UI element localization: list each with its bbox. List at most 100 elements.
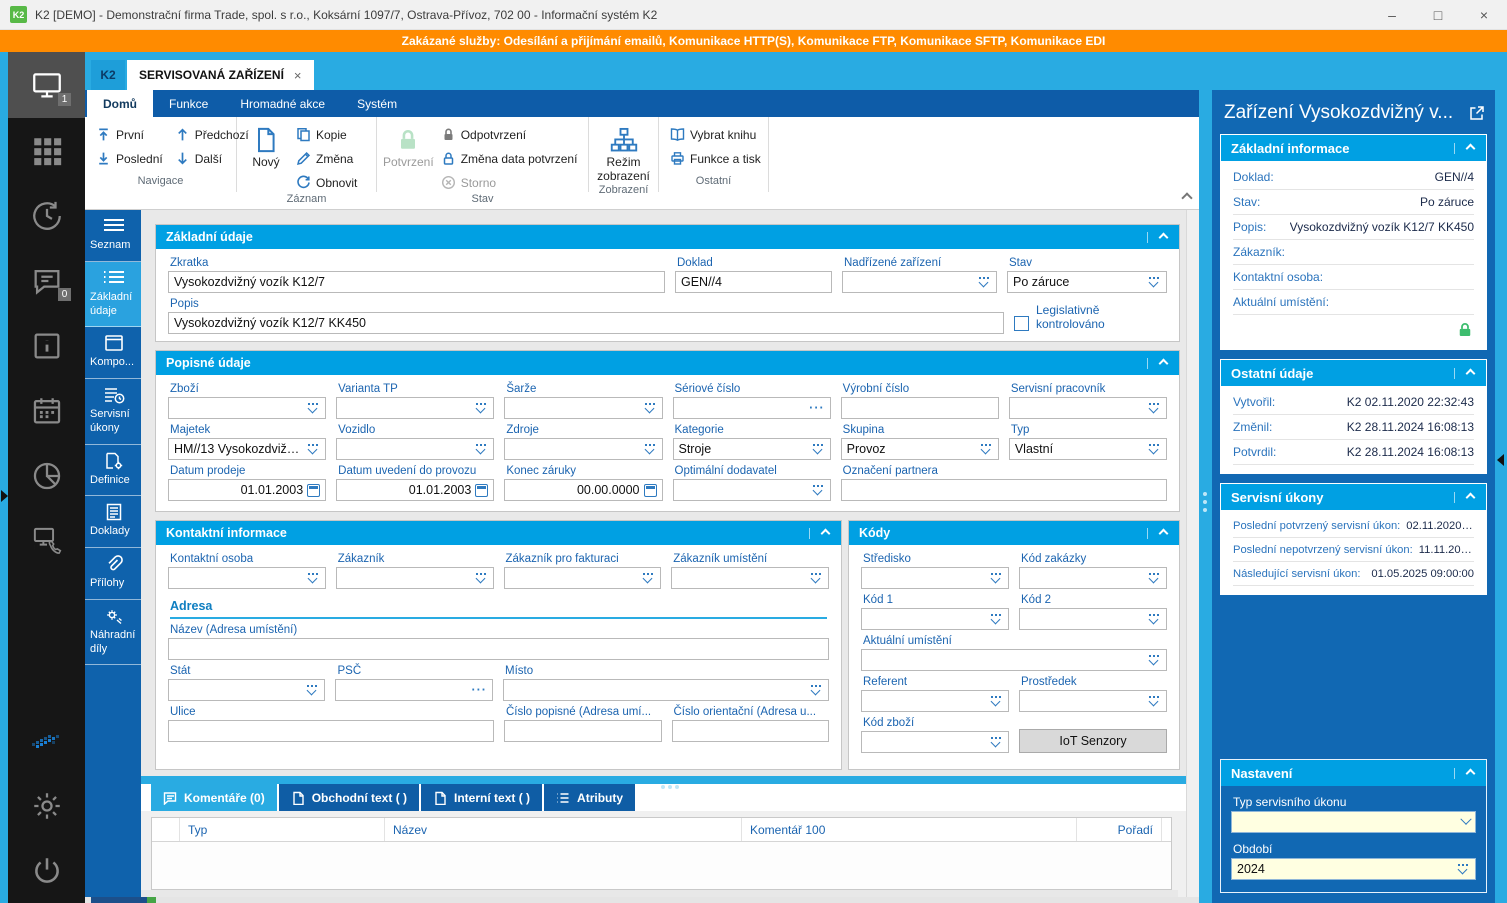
dropdown-icon[interactable] [989, 613, 1003, 626]
zdroje-input[interactable] [504, 438, 663, 460]
collapse-card-button[interactable] [1454, 767, 1476, 779]
dropdown-icon[interactable] [1147, 572, 1161, 585]
nav-item-definice[interactable]: Definice [85, 445, 141, 497]
calendar-icon[interactable] [643, 483, 657, 497]
dropdown-icon[interactable] [1147, 654, 1161, 667]
collapse-section-button[interactable] [809, 527, 831, 539]
optimalni-dodavatel-input[interactable] [672, 479, 831, 501]
ribbon-tab-funkce[interactable]: Funkce [169, 96, 209, 111]
open-in-window-icon[interactable] [1469, 105, 1485, 121]
nav-item-nahradni-dily[interactable]: Náhradní díly [85, 600, 141, 666]
dropdown-icon[interactable] [643, 443, 657, 456]
dropdown-icon[interactable] [641, 572, 655, 585]
dropdown-icon[interactable] [306, 572, 320, 585]
zkratka-input[interactable]: Vysokozdvižný vozík K12/7 [168, 271, 665, 293]
right-splitter[interactable] [1495, 52, 1507, 903]
nav-item-seznam[interactable]: Seznam [85, 210, 141, 262]
column-komentar[interactable]: Komentář 100 [742, 818, 1077, 841]
storno-button[interactable]: Storno [436, 172, 583, 193]
stav-input[interactable]: Po záruce [1007, 271, 1167, 293]
referent-input[interactable] [861, 690, 1009, 712]
close-button[interactable]: × [1479, 6, 1489, 23]
zakaznik-umisteni-input[interactable] [671, 567, 829, 589]
legislativne-checkbox[interactable] [1014, 316, 1029, 331]
dropdown-icon[interactable] [989, 572, 1003, 585]
sidebar-item-k2-logo[interactable] [8, 708, 85, 773]
nav-item-doklady[interactable]: Doklady [85, 496, 141, 548]
calendar-icon[interactable] [307, 483, 321, 497]
dropdown-icon[interactable] [474, 402, 488, 415]
sidebar-item-power[interactable] [8, 838, 85, 903]
dropdown-icon[interactable] [1147, 276, 1161, 289]
cislo-popisne-input[interactable] [504, 720, 662, 742]
card-header[interactable]: Základní informace [1221, 135, 1486, 161]
vyrobni-cislo-input[interactable] [840, 397, 999, 419]
tab-obchodni-text[interactable]: Obchodní text ( ) [278, 784, 420, 811]
nav-item-zakladni-udaje[interactable]: Základní údaje [85, 261, 141, 328]
collapse-section-button[interactable] [1147, 231, 1169, 243]
left-splitter[interactable] [0, 52, 8, 903]
nav-item-komponenty[interactable]: Kompo... [85, 327, 141, 379]
refresh-button[interactable]: Obnovit [291, 172, 362, 193]
varianta-tp-input[interactable] [336, 397, 495, 419]
ribbon-tab-system[interactable]: Systém [357, 96, 398, 111]
tab-k2-home[interactable]: K2 [91, 60, 125, 90]
dropdown-icon[interactable] [809, 572, 823, 585]
iot-senzory-button[interactable]: IoT Senzory [1019, 729, 1167, 753]
collapse-right-handle-icon[interactable] [1497, 454, 1504, 466]
dropdown-icon[interactable] [989, 695, 1003, 708]
section-header[interactable]: Popisné údaje [156, 351, 1179, 375]
zbozi-input[interactable] [168, 397, 327, 419]
collapse-card-button[interactable] [1454, 367, 1476, 379]
card-header[interactable]: Ostatní údaje [1221, 360, 1486, 386]
dropdown-icon[interactable] [1147, 443, 1161, 456]
chevron-down-icon[interactable] [1460, 813, 1472, 825]
dropdown-icon[interactable] [811, 484, 825, 497]
dropdown-icon[interactable] [474, 572, 488, 585]
ribbon-tab-domu[interactable]: Domů [87, 90, 153, 117]
kategorie-input[interactable]: Stroje [672, 438, 831, 460]
section-header[interactable]: Kontaktní informace [156, 521, 841, 545]
tab-atributy[interactable]: Atributy [544, 784, 636, 811]
maximize-button[interactable]: □ [1433, 6, 1443, 23]
collapse-card-button[interactable] [1454, 142, 1476, 154]
dropdown-icon[interactable] [306, 402, 320, 415]
last-button[interactable]: Poslední [91, 148, 168, 169]
dropdown-icon[interactable] [474, 443, 488, 456]
dropdown-icon[interactable] [979, 443, 993, 456]
stat-input[interactable] [168, 679, 326, 701]
column-typ[interactable]: Typ [180, 818, 385, 841]
typ-servisniho-ukonu-select[interactable] [1231, 811, 1476, 833]
konec-zaruky-input[interactable]: 00.00.0000 [504, 479, 663, 501]
dropdown-icon[interactable] [643, 402, 657, 415]
collapse-section-button[interactable] [1147, 527, 1169, 539]
zakaznik-fakturace-input[interactable] [503, 567, 662, 589]
minimize-button[interactable]: – [1388, 6, 1396, 23]
new-button[interactable]: Nový [243, 121, 289, 193]
column-nazev[interactable]: Název [385, 818, 742, 841]
sidebar-item-reports[interactable] [8, 443, 85, 508]
tab-servisovana-zarizeni[interactable]: SERVISOVANÁ ZAŘÍZENÍ × [127, 60, 314, 90]
nav-item-servisni-ukony[interactable]: Servisní úkony [85, 379, 141, 445]
dropdown-icon[interactable] [811, 443, 825, 456]
column-poradi[interactable]: Pořadí [1077, 818, 1162, 841]
dropdown-icon[interactable] [305, 684, 319, 697]
change-confirm-date-button[interactable]: Změna data potvrzení [436, 148, 583, 169]
sidebar-item-remote[interactable] [8, 508, 85, 573]
dropdown-icon[interactable] [1147, 402, 1161, 415]
card-header[interactable]: Nastavení [1221, 760, 1486, 786]
card-header[interactable]: Servisní úkony [1221, 484, 1486, 510]
ulice-input[interactable] [168, 720, 494, 742]
datum-prodeje-input[interactable]: 01.01.2003 [168, 479, 327, 501]
skupina-input[interactable]: Provoz [840, 438, 999, 460]
nadrizene-zarizeni-input[interactable] [842, 271, 997, 293]
first-button[interactable]: První [91, 124, 168, 145]
calendar-icon[interactable] [475, 483, 489, 497]
kontaktni-osoba-input[interactable] [168, 567, 326, 589]
sidebar-item-windows[interactable]: 1 [8, 52, 85, 118]
dropdown-icon[interactable] [306, 443, 320, 456]
unconfirm-button[interactable]: Odpotvrzení [436, 124, 583, 145]
sidebar-item-info[interactable] [8, 313, 85, 378]
expand-left-handle-icon[interactable] [1, 490, 8, 502]
cislo-orientacni-input[interactable] [671, 720, 829, 742]
